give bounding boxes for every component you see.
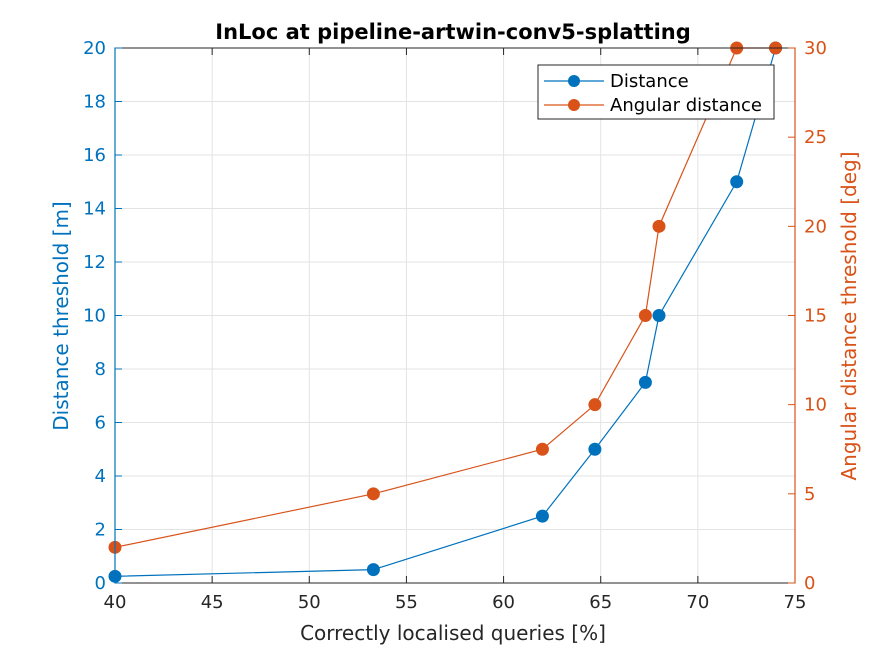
y-right-tick-label: 20 <box>804 216 827 237</box>
y-axis-right-label: Angular distance threshold [deg] <box>837 151 861 480</box>
legend-label-distance: Distance <box>610 71 689 92</box>
legend-label-angular-distance: Angular distance <box>610 95 762 116</box>
series-layer <box>108 41 783 583</box>
legend-marker-angular-distance <box>568 99 580 111</box>
data-point-angular-distance <box>366 487 380 501</box>
legend-box <box>537 64 775 120</box>
x-tick-label: 55 <box>395 592 418 613</box>
y-left-tick-label: 6 <box>95 413 106 434</box>
data-point-angular-distance <box>588 398 602 412</box>
y-axis-left-label: Distance threshold [m] <box>49 201 73 430</box>
y-left-tick-label: 2 <box>95 520 106 541</box>
x-tick-label: 60 <box>492 592 515 613</box>
data-point-angular-distance <box>638 309 652 322</box>
x-tick-label: 70 <box>686 592 709 613</box>
x-tick-label: 50 <box>298 592 321 613</box>
axes: 40 45 50 55 60 65 70 75024681012141618200510152… <box>83 38 827 613</box>
y-right-tick-label: 10 <box>804 395 827 416</box>
x-tick-label: 40 <box>104 592 127 613</box>
y-right-tick-label: 30 <box>804 38 827 59</box>
y-left-tick-label: 14 <box>83 199 106 220</box>
y-right-tick-label: 0 <box>804 573 815 594</box>
x-axis-label: Correctly localised queries [%] <box>300 621 606 645</box>
chart-title: InLoc at pipeline-artwin-conv5-splatting <box>215 20 691 44</box>
y-left-tick-label: 0 <box>95 573 106 594</box>
data-point-angular-distance <box>652 219 666 233</box>
data-point-angular-distance <box>535 442 549 456</box>
data-point-distance <box>652 309 666 322</box>
y-right-tick-label: 5 <box>804 484 815 505</box>
y-left-tick-label: 8 <box>95 359 106 380</box>
y-right-tick-label: 15 <box>804 306 827 327</box>
legend-marker-distance <box>568 75 580 87</box>
data-point-distance <box>730 175 744 189</box>
x-tick-label: 45 <box>201 592 224 613</box>
data-point-distance <box>535 509 549 523</box>
y-left-tick-label: 10 <box>83 306 106 327</box>
x-tick-label: 75 <box>784 592 807 613</box>
x-tick-label: 65 <box>589 592 612 613</box>
data-point-distance <box>638 375 652 389</box>
data-point-distance <box>366 563 380 577</box>
data-point-distance <box>588 442 602 456</box>
y-left-tick-label: 4 <box>95 466 106 487</box>
y-left-tick-label: 20 <box>83 38 106 59</box>
legend: Distance Angular distance <box>537 64 775 120</box>
y-right-tick-label: 25 <box>804 127 827 148</box>
series-line-distance <box>114 47 777 577</box>
y-left-tick-label: 16 <box>83 145 106 166</box>
y-left-tick-label: 12 <box>83 252 106 273</box>
y-left-tick-label: 18 <box>83 92 106 113</box>
